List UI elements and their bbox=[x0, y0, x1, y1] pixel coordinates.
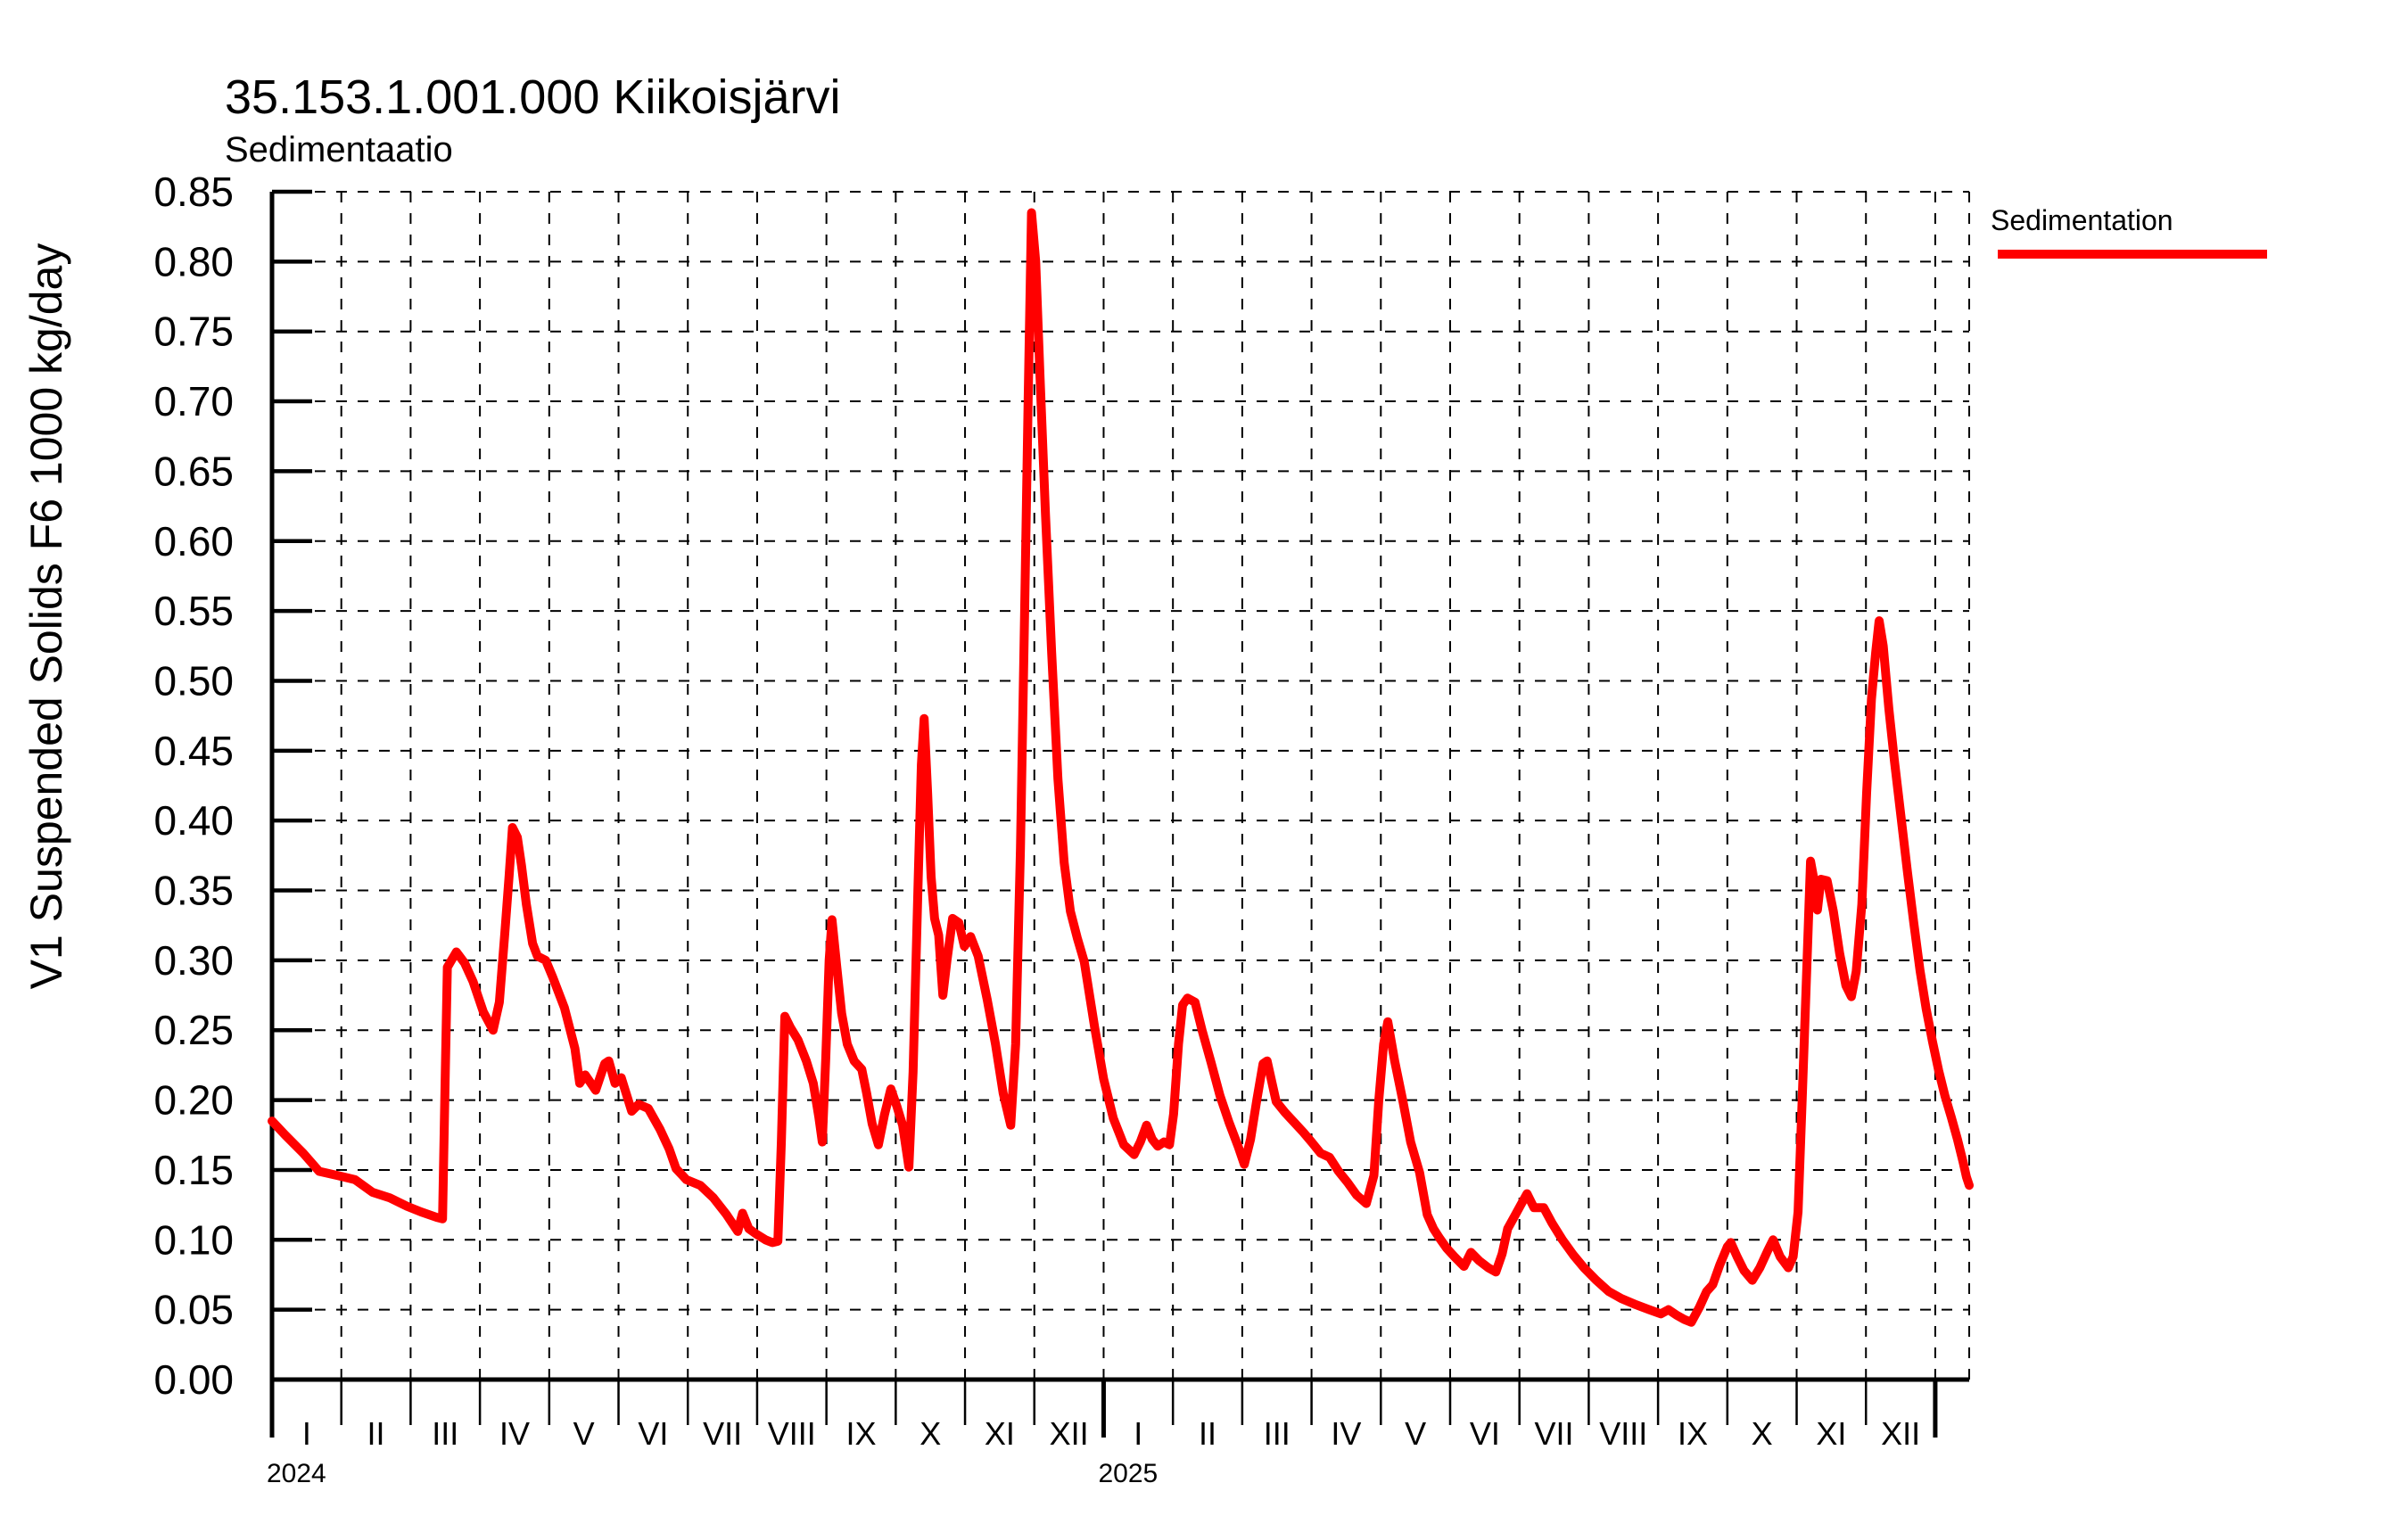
legend-label: Sedimentation bbox=[1991, 204, 2173, 236]
y-tick-label: 0.45 bbox=[153, 728, 234, 774]
month-label: X bbox=[1752, 1415, 1773, 1452]
month-label: XI bbox=[1816, 1415, 1846, 1452]
legend: Sedimentation bbox=[1991, 203, 2276, 260]
month-label: VI bbox=[1470, 1415, 1500, 1452]
y-tick-label: 0.60 bbox=[153, 518, 234, 564]
year-labels: 2024 2025 bbox=[267, 1459, 1158, 1488]
month-label: XI bbox=[985, 1415, 1015, 1452]
y-tick-label: 0.55 bbox=[153, 588, 234, 634]
chart-subtitle: Sedimentaatio bbox=[225, 130, 453, 169]
y-tick-label: 0.50 bbox=[153, 657, 234, 704]
month-label: I bbox=[302, 1415, 311, 1452]
y-tick-label: 0.15 bbox=[153, 1147, 234, 1193]
y-tick-label: 0.85 bbox=[153, 169, 234, 215]
series-line-sedimentation bbox=[268, 208, 1974, 1327]
y-tick-label: 0.10 bbox=[153, 1216, 234, 1263]
legend-line-swatch bbox=[1998, 250, 2267, 260]
month-label: VIII bbox=[768, 1415, 816, 1452]
y-tick-label: 0.05 bbox=[153, 1287, 234, 1333]
y-tick-label: 0.00 bbox=[153, 1356, 234, 1403]
month-label: IX bbox=[1678, 1415, 1708, 1452]
y-tick-label: 0.65 bbox=[153, 448, 234, 494]
data-series bbox=[268, 208, 1974, 1327]
month-label: IX bbox=[845, 1415, 876, 1452]
y-tick-labels: 0.00 0.05 0.10 0.15 0.20 0.25 0.30 0.35 0.40 0.45… bbox=[153, 169, 234, 1403]
month-labels: I II III IV V VI VII VIII IX X XI XII I II III IV V VI VII… bbox=[302, 1415, 1920, 1452]
y-tick-label: 0.75 bbox=[153, 309, 234, 355]
month-label: VI bbox=[638, 1415, 668, 1452]
month-label: V bbox=[1405, 1415, 1426, 1452]
month-label: VII bbox=[1535, 1415, 1574, 1452]
y-tick-label: 0.25 bbox=[153, 1007, 234, 1053]
month-label: III bbox=[1264, 1415, 1291, 1452]
y-tick-label: 0.30 bbox=[153, 937, 234, 984]
y-tick-label: 0.40 bbox=[153, 797, 234, 844]
chart-title: 35.153.1.001.000 Kiikoisjärvi bbox=[225, 70, 841, 124]
y-tick-label: 0.70 bbox=[153, 378, 234, 424]
y-tick-label: 0.35 bbox=[153, 868, 234, 914]
month-label: XII bbox=[1881, 1415, 1920, 1452]
x-axis-ticks bbox=[269, 1380, 1938, 1438]
y-tick-label: 0.20 bbox=[153, 1077, 234, 1124]
month-label: IV bbox=[499, 1415, 530, 1452]
gridlines bbox=[272, 191, 1970, 1380]
month-label: I bbox=[1134, 1415, 1142, 1452]
year-label: 2025 bbox=[1098, 1459, 1158, 1488]
month-label: VII bbox=[703, 1415, 742, 1452]
month-label: II bbox=[367, 1415, 385, 1452]
month-label: III bbox=[432, 1415, 458, 1452]
month-label: X bbox=[919, 1415, 941, 1452]
month-label: V bbox=[573, 1415, 595, 1452]
y-tick-label: 0.80 bbox=[153, 238, 234, 284]
month-label: XII bbox=[1050, 1415, 1089, 1452]
month-label: IV bbox=[1331, 1415, 1361, 1452]
y-axis-ticks bbox=[272, 189, 312, 1312]
month-label: VIII bbox=[1599, 1415, 1647, 1452]
year-label: 2024 bbox=[267, 1459, 326, 1488]
month-label: II bbox=[1199, 1415, 1216, 1452]
axes bbox=[269, 192, 1969, 1382]
